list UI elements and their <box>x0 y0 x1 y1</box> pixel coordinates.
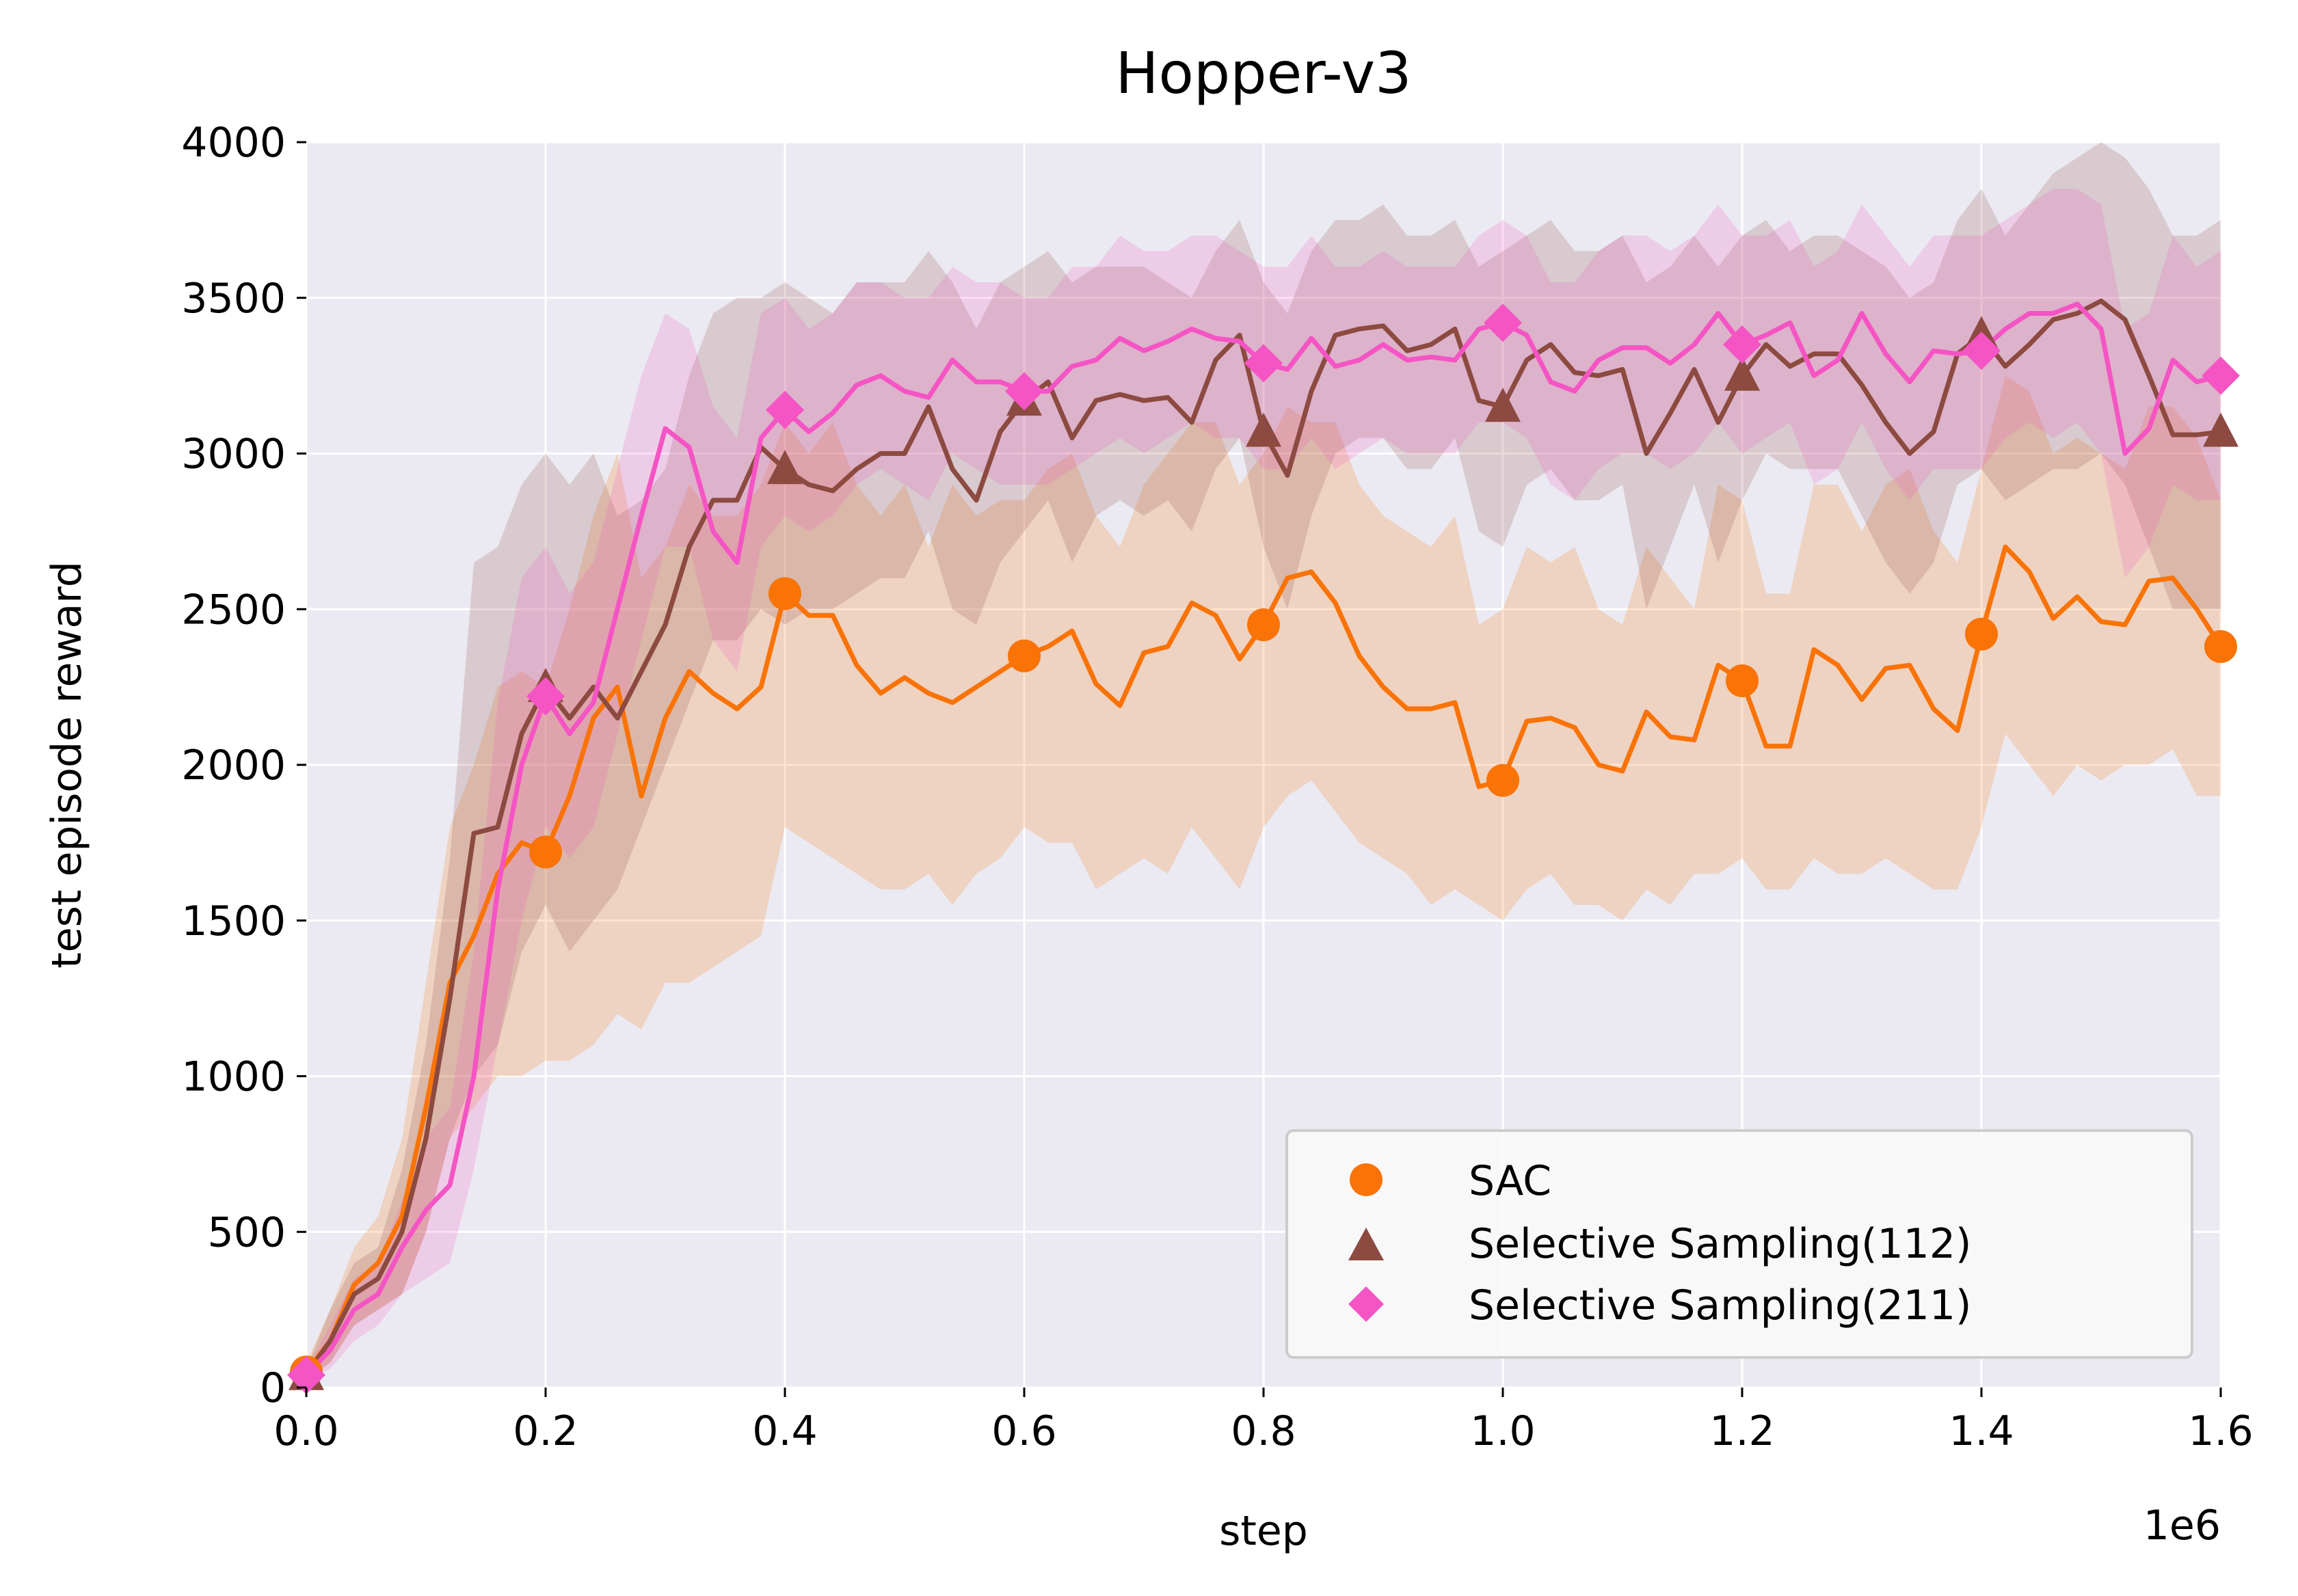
data-point-triangle <box>1246 412 1281 447</box>
legend-item-sac: SAC <box>1350 1157 1551 1205</box>
data-point-diamond <box>1484 303 1522 342</box>
data-point-circle <box>1726 664 1759 698</box>
data-point-triangle <box>1485 388 1521 422</box>
data-point-circle <box>1008 639 1041 673</box>
data-point-diamond <box>2202 356 2240 395</box>
data-point-circle <box>769 577 801 610</box>
y-tick-label: 4000 <box>181 119 286 167</box>
y-tick-label: 3000 <box>181 431 286 478</box>
x-axis-ticks: 0.0 0.2 0.4 0.6 0.8 1.0 1.2 1.4 1.6 <box>273 1388 2254 1455</box>
x-tick-label: 0.8 <box>1231 1407 1296 1455</box>
legend-marker-circle <box>1350 1163 1382 1196</box>
confidence-band-series-2 <box>306 189 2221 1381</box>
y-axis-ticks: 0 500 1000 1500 2000 2500 3000 3500 4000 <box>181 119 306 1412</box>
data-point-diamond <box>766 390 804 429</box>
data-point-diamond <box>287 1355 325 1394</box>
x-axis-offset-label: 1e6 <box>2143 1502 2221 1550</box>
x-tick-label: 0.6 <box>991 1407 1056 1455</box>
x-tick-label: 0.0 <box>273 1407 338 1455</box>
legend-box <box>1285 1129 2193 1359</box>
data-point-circle <box>1486 763 1519 797</box>
x-axis-label: step <box>1219 1507 1308 1555</box>
y-tick-label: 1000 <box>181 1053 286 1101</box>
confidence-band-series-0 <box>306 375 2221 1379</box>
chart-title: Hopper-v3 <box>1115 40 1411 107</box>
data-point-diamond <box>1962 332 2001 370</box>
y-tick-label: 0 <box>260 1364 286 1412</box>
data-point-circle <box>1965 617 1998 651</box>
x-tick-label: 1.4 <box>1949 1407 2014 1455</box>
data-point-diamond <box>526 677 565 716</box>
data-point-circle <box>2204 630 2237 663</box>
y-axis-label: test episode reward <box>43 561 91 969</box>
y-tick-label: 2000 <box>181 742 286 789</box>
data-point-circle <box>1247 608 1280 642</box>
series-markers <box>287 303 2240 1394</box>
legend-item-selective-sampling-211: Selective Sampling(211) <box>1348 1282 1971 1329</box>
data-point-triangle <box>1724 356 1760 391</box>
y-tick-label: 1500 <box>181 897 286 945</box>
legend-label: Selective Sampling(211) <box>1469 1282 1971 1329</box>
x-tick-label: 0.2 <box>513 1407 578 1455</box>
y-tick-label: 3500 <box>181 275 286 323</box>
data-point-triangle <box>767 450 803 485</box>
legend-item-selective-sampling-112: Selective Sampling(112) <box>1348 1220 1971 1268</box>
legend-label: SAC <box>1469 1157 1551 1205</box>
legend-marker-diamond <box>1348 1286 1384 1322</box>
x-tick-label: 1.6 <box>2188 1407 2253 1455</box>
legend-marker-triangle <box>1348 1228 1384 1260</box>
y-tick-label: 2500 <box>181 586 286 634</box>
x-tick-label: 0.4 <box>752 1407 817 1455</box>
data-point-diamond <box>1723 325 1761 364</box>
data-point-diamond <box>1244 344 1283 383</box>
x-tick-label: 1.0 <box>1470 1407 1535 1455</box>
legend-label: Selective Sampling(112) <box>1469 1220 1971 1268</box>
data-point-circle <box>529 835 562 869</box>
legend: SAC Selective Sampling(112) Selective Sa… <box>1285 1129 2193 1359</box>
x-tick-label: 1.2 <box>1709 1407 1774 1455</box>
data-point-diamond <box>1005 372 1043 411</box>
data-point-triangle <box>2203 412 2239 447</box>
y-tick-label: 500 <box>207 1208 286 1256</box>
